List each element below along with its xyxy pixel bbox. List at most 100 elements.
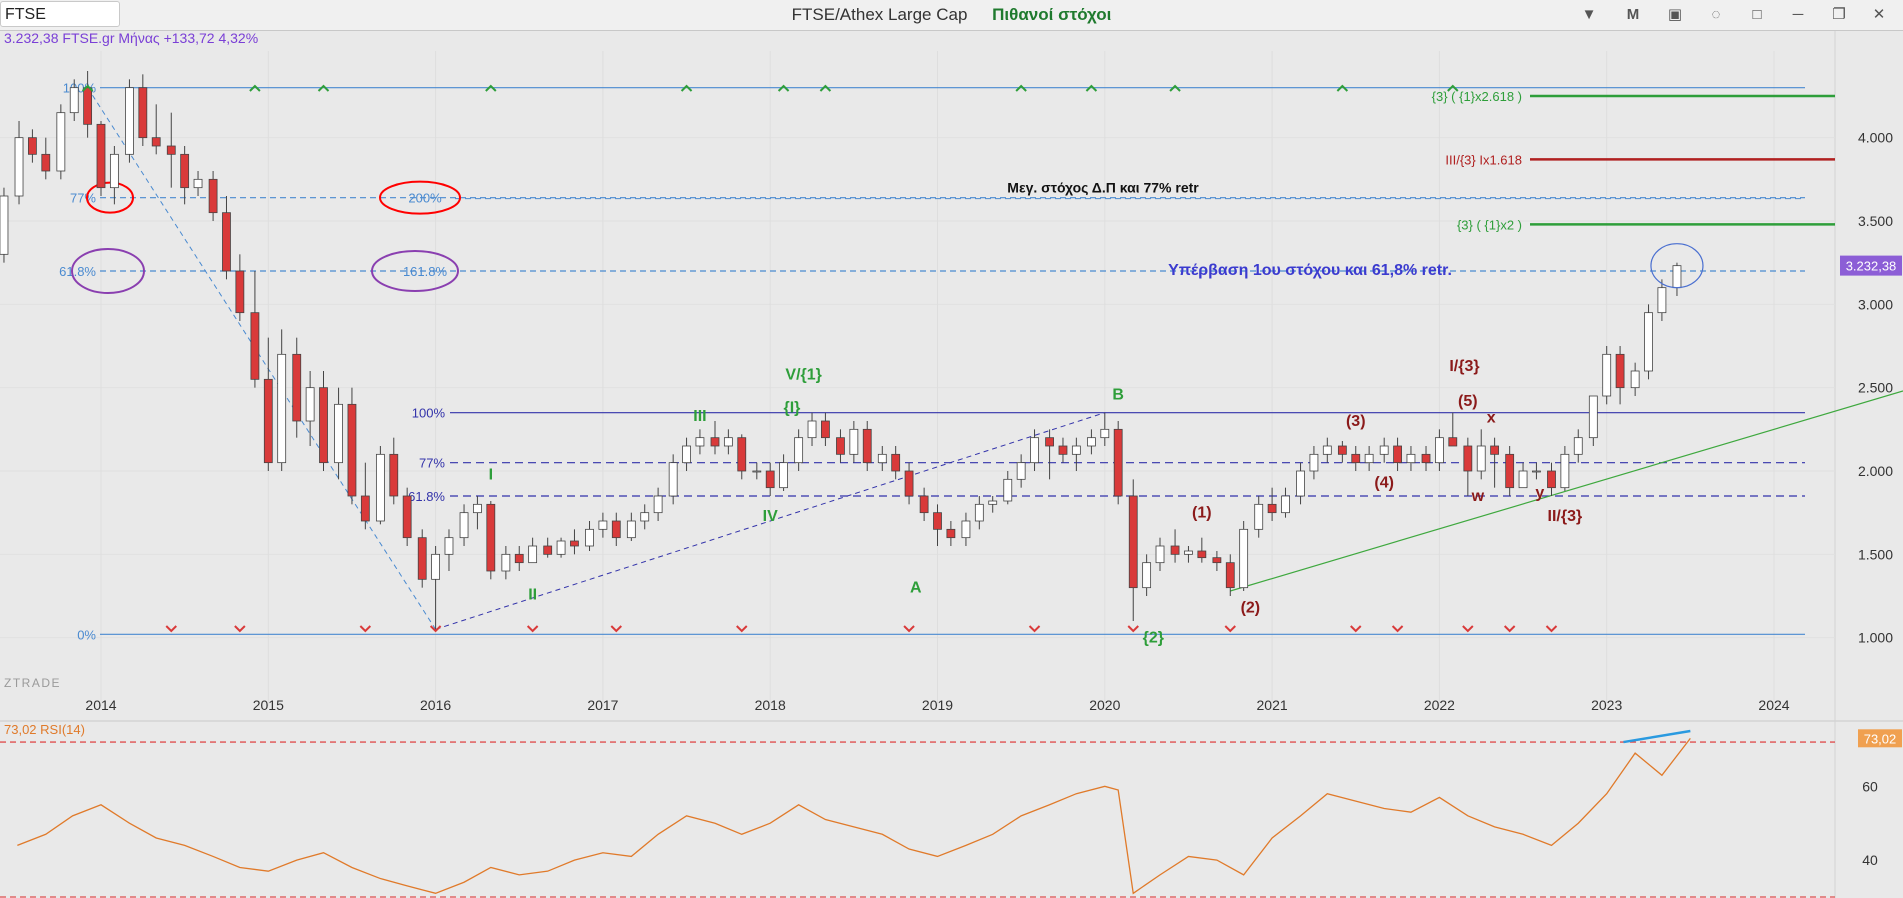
bottom-marker-icon [359,625,372,633]
wave-label: I/{3} [1449,358,1479,375]
wave-label: IV [763,508,778,525]
bottom-marker-icon [526,625,539,633]
rsi-line [17,737,1691,895]
candle-body [1197,550,1207,559]
top-marker-icon [485,84,497,92]
candlestick-series [0,71,1682,630]
price-axis: 1.000 1.500 2.000 2.500 3.000 3.500 4.000 3.232… [1840,130,1902,646]
candle-body [1505,453,1515,489]
wave-label: II/{3} [1548,508,1583,525]
candle-body [402,495,412,539]
candle-body [598,520,608,530]
bottom-marker-icon [1127,625,1139,633]
target-lines: {3} ( {1}x2.618 ) III/{3} Ix1.618 {3} ( {1… [1432,89,1835,232]
x-tick-label: 2022 [1424,697,1455,713]
candle-body [1532,470,1541,473]
top-marker-icon [81,84,94,92]
candle-body [1364,453,1374,464]
bottom-marker-icon [165,625,177,633]
wave-label: {2} [1143,630,1164,647]
candle-body [514,553,524,564]
wave-label: (1) [1192,505,1212,522]
candle-body [1212,557,1222,564]
candle-body [1184,550,1193,555]
restore-icon[interactable]: ❐ [1832,6,1846,23]
rsi-label: 73,02 RSI(14) [4,722,85,737]
candle-body [1448,437,1458,447]
watermark: ZTRADE [4,676,61,690]
rsi-y-tick-label: 60 [1862,778,1878,794]
fib-upper-label: 77% [70,191,96,206]
candle-body [347,403,357,497]
candle-body [1128,495,1138,589]
wave-labels: IIIIIIIVV/{1}{I}AB{2}(1)(2)(3)(4)(5)I/{3… [489,358,1583,647]
highlight-ellipse [71,248,145,294]
fib-lower-label: 100% [412,406,446,421]
candle-body [1644,312,1653,372]
highlight-ellipse [379,180,461,215]
candle-body [28,137,37,155]
candle-body [961,520,971,539]
candle-body [570,540,579,547]
candle-body [444,537,454,555]
y-tick-label: 1.000 [1858,630,1893,646]
candle-body [14,137,24,197]
wave-label: A [910,580,922,597]
candle-body [1560,453,1570,489]
minimize-icon[interactable]: ─ [1792,6,1804,23]
candle-body [96,123,106,189]
candle-body [1337,445,1347,455]
candle-body [1003,478,1013,502]
candle-body [668,462,678,497]
time-axis: 2014 2015 2016 2017 2018 2019 2020 2021 2022 2023… [85,697,1789,713]
candle-body [1045,437,1054,447]
y-tick-label: 2.000 [1858,463,1893,479]
candle-body [292,353,302,422]
layout-icon[interactable]: ▣ [1667,6,1683,23]
candle-body [1267,503,1277,514]
wave-label: II [528,586,537,603]
candle-body [1657,287,1667,314]
candle-body [1351,453,1361,464]
candle-body [83,87,93,125]
candle-body [752,470,762,473]
x-tick-label: 2019 [922,697,953,713]
fib-upper-label: 61.8% [59,264,96,279]
support-line [1230,390,1903,592]
candle-body [543,545,553,555]
target-label: III/{3} Ix1.618 [1445,152,1522,167]
candle-body [235,270,245,314]
close-icon[interactable]: ✕ [1872,6,1886,23]
candle-body [710,437,720,447]
candle-body [1463,445,1473,472]
chevron-down-icon[interactable]: ▼ [1581,6,1597,23]
bottom-marker-icon [903,625,915,633]
candle-body [556,540,566,555]
target-label: {3} ( {1}x2.618 ) [1432,89,1522,104]
wave-label: (5) [1458,393,1478,410]
candle-body [305,387,315,422]
candle-body [779,462,788,489]
top-marker-icon [777,84,790,92]
lock-icon[interactable]: □ [1752,6,1762,23]
chart-canvas[interactable]: 100%77%61.8%0%200%161.8%100%77%61.8% {3}… [0,31,1903,898]
candle-body [1309,453,1319,472]
candle-body [1030,437,1039,464]
symbol-input[interactable]: FTSE [0,1,120,27]
candle-body [1672,265,1682,289]
max-target-note: Μεγ. στόχος Δ.Π και 77% retr [1007,180,1199,196]
candle-body [723,437,733,447]
fib-lower-label: 61.8% [408,489,445,504]
x-tick-label: 2016 [420,697,451,713]
period-button[interactable]: M [1626,6,1640,23]
candle-body [1058,445,1068,455]
bottom-marker-icon [234,625,246,633]
y-tick-label: 3.500 [1858,213,1893,229]
comment-icon[interactable]: ◌ [1711,6,1721,23]
candle-body [611,520,621,539]
top-marker-icon [1085,84,1098,92]
candle-body [1421,453,1431,464]
x-tick-label: 2023 [1591,697,1622,713]
bottom-marker-icon [1350,625,1362,633]
candle-body [765,470,775,489]
